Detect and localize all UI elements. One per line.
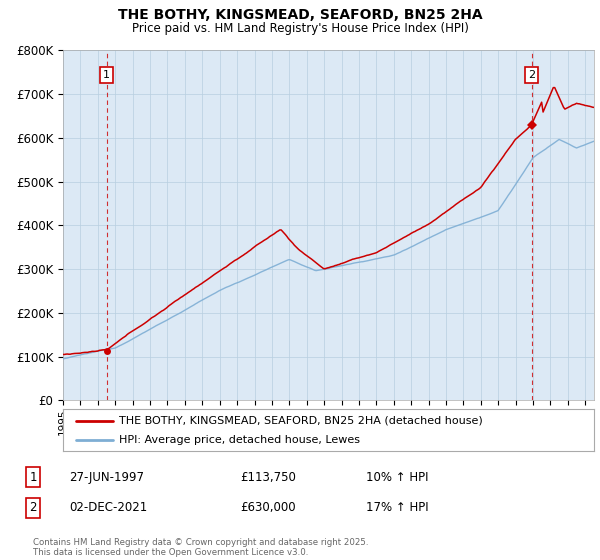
Text: 02-DEC-2021: 02-DEC-2021 <box>69 501 147 515</box>
Text: THE BOTHY, KINGSMEAD, SEAFORD, BN25 2HA: THE BOTHY, KINGSMEAD, SEAFORD, BN25 2HA <box>118 8 482 22</box>
Text: 27-JUN-1997: 27-JUN-1997 <box>69 470 144 484</box>
Text: 1: 1 <box>29 470 37 484</box>
Text: Contains HM Land Registry data © Crown copyright and database right 2025.
This d: Contains HM Land Registry data © Crown c… <box>33 538 368 557</box>
Text: 17% ↑ HPI: 17% ↑ HPI <box>366 501 428 515</box>
Text: 2: 2 <box>29 501 37 515</box>
Text: HPI: Average price, detached house, Lewes: HPI: Average price, detached house, Lewe… <box>119 435 360 445</box>
Text: £113,750: £113,750 <box>240 470 296 484</box>
Text: THE BOTHY, KINGSMEAD, SEAFORD, BN25 2HA (detached house): THE BOTHY, KINGSMEAD, SEAFORD, BN25 2HA … <box>119 416 482 426</box>
Text: 1: 1 <box>103 70 110 80</box>
Text: £630,000: £630,000 <box>240 501 296 515</box>
Text: 2: 2 <box>528 70 535 80</box>
Text: 10% ↑ HPI: 10% ↑ HPI <box>366 470 428 484</box>
Text: Price paid vs. HM Land Registry's House Price Index (HPI): Price paid vs. HM Land Registry's House … <box>131 22 469 35</box>
